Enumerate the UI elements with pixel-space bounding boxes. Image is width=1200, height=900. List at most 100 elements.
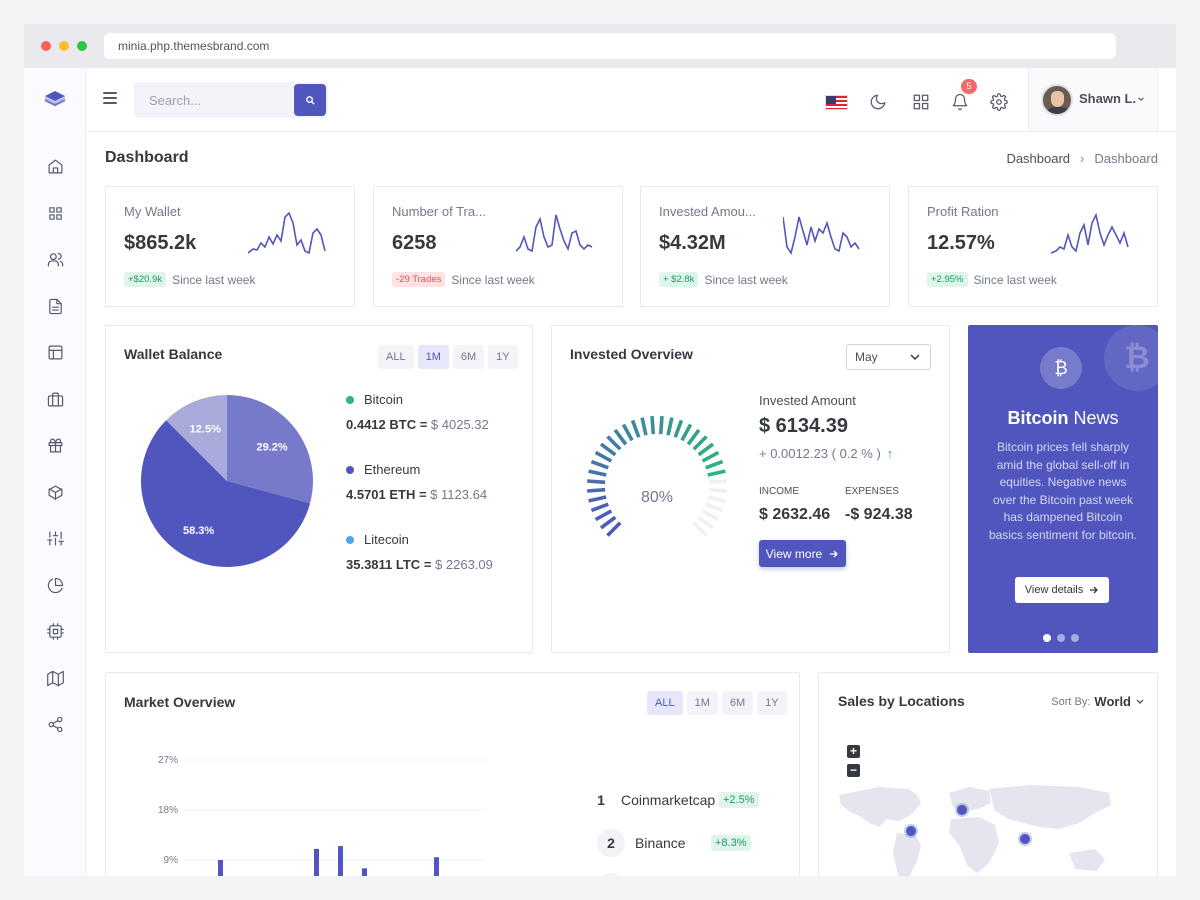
top-header: 5 Shawn L. <box>86 68 1176 132</box>
box-icon[interactable] <box>45 482 65 502</box>
gauge-tick <box>697 442 715 457</box>
chevron-right-icon: › <box>1080 151 1085 166</box>
map-region-north-america[interactable] <box>839 787 921 827</box>
invested-amount-value: $ 6134.39 <box>759 415 848 437</box>
gauge-tick <box>707 469 726 477</box>
bar[interactable] <box>338 846 343 876</box>
sort-label: Sort By: <box>1051 695 1091 708</box>
map-region-oceania[interactable] <box>1069 849 1105 871</box>
coin-name: Litecoin <box>364 532 409 547</box>
gauge-tick <box>588 469 607 477</box>
coin-usd: $ 4025.32 <box>430 417 489 432</box>
apps-grid-icon[interactable] <box>911 92 931 112</box>
ranking-item[interactable]: 1 Coinmarketcap +2.5% <box>587 786 759 814</box>
bar[interactable] <box>434 857 439 876</box>
filter-1m-button[interactable]: 1M <box>686 691 718 715</box>
view-more-button[interactable]: View more <box>759 540 846 567</box>
y-tick-label: 27% <box>158 755 178 766</box>
pie-slice[interactable] <box>227 395 313 504</box>
breadcrumb-item[interactable]: Dashboard <box>1006 151 1071 166</box>
stat-label: Invested Amou... <box>659 204 756 219</box>
briefcase-icon[interactable] <box>45 389 65 409</box>
coin-legend-ethereum: Ethereum 4.5701 ETH = $ 1123.64 <box>346 462 487 502</box>
wallet-filter-group: ALL 1M 6M 1Y <box>378 345 518 369</box>
carousel-dot[interactable] <box>1043 634 1051 642</box>
stat-card-trades: Number of Tra... 6258 -29 Trades Since l… <box>373 186 623 307</box>
y-tick-label: 18% <box>158 805 178 816</box>
close-window-button[interactable] <box>41 41 51 51</box>
filter-6m-button[interactable]: 6M <box>452 345 485 369</box>
grid-icon[interactable] <box>45 203 65 223</box>
coin-amount: 35.3811 LTC <box>346 557 421 572</box>
map-region-south-america[interactable] <box>893 833 921 876</box>
filter-1y-button[interactable]: 1Y <box>757 691 787 715</box>
gauge-tick <box>666 417 674 436</box>
legend-dot <box>346 535 354 544</box>
bar[interactable] <box>314 848 319 876</box>
search-button[interactable] <box>294 84 326 116</box>
invested-change: + 0.0012.23 ( 0.2 % ) ↑ <box>759 446 893 461</box>
share-icon[interactable] <box>45 714 65 734</box>
stat-note: Since last week <box>704 272 788 287</box>
gauge-tick <box>594 509 613 522</box>
bar[interactable] <box>218 860 223 876</box>
view-details-button[interactable]: View details <box>1015 577 1109 603</box>
zoom-out-button[interactable]: − <box>847 764 860 777</box>
month-select[interactable]: May <box>846 344 931 370</box>
gift-icon[interactable] <box>45 435 65 455</box>
gauge-tick <box>587 479 606 485</box>
filter-all-button[interactable]: ALL <box>378 345 414 369</box>
file-text-icon[interactable] <box>45 296 65 316</box>
map-region-africa[interactable] <box>949 817 999 873</box>
map-region-europe[interactable] <box>949 787 991 811</box>
sliders-icon[interactable] <box>45 528 65 548</box>
carousel-dot[interactable] <box>1057 634 1065 642</box>
cpu-icon[interactable] <box>45 621 65 641</box>
gauge-ticks <box>587 416 727 537</box>
gauge-tick <box>701 509 720 522</box>
map-icon[interactable] <box>45 668 65 688</box>
layout-icon[interactable] <box>45 342 65 362</box>
card-title: Market Overview <box>124 694 236 710</box>
filter-1y-button[interactable]: 1Y <box>488 345 518 369</box>
bar[interactable] <box>362 868 367 876</box>
bitcoin-news-card: ₿ ₿ Bitcoin News Bitcoin prices fell sha… <box>968 325 1158 653</box>
ranking-item[interactable]: 2 Binance +8.3% <box>597 829 751 857</box>
map-region-asia[interactable] <box>989 785 1111 829</box>
users-icon[interactable] <box>45 249 65 269</box>
stat-card-invested: Invested Amou... $4.32M + $2.8k Since la… <box>640 186 890 307</box>
gauge-tick <box>708 479 727 485</box>
pie-slice[interactable] <box>141 420 311 567</box>
coin-amount: 4.5701 ETH <box>346 487 416 502</box>
zoom-in-button[interactable]: + <box>847 745 860 758</box>
minimize-window-button[interactable] <box>59 41 69 51</box>
gauge-tick <box>587 487 606 493</box>
breadcrumb: Dashboard › Dashboard <box>1006 151 1158 166</box>
income-label: INCOME <box>759 486 799 497</box>
sort-by-dropdown[interactable]: Sort By: World <box>1051 694 1145 709</box>
menu-icon[interactable] <box>103 92 117 107</box>
home-icon[interactable] <box>45 156 65 176</box>
search-input[interactable] <box>134 82 284 118</box>
wallet-balance-card: Wallet Balance ALL 1M 6M 1Y 29.2% 58.3% 12… <box>105 325 533 653</box>
view-more-label: View more <box>765 546 823 561</box>
maximize-window-button[interactable] <box>77 41 87 51</box>
rank-number: 1 <box>597 792 605 808</box>
world-map[interactable] <box>839 783 1129 876</box>
sort-value: World <box>1094 694 1131 709</box>
gauge-tick <box>621 423 634 442</box>
pie-slice[interactable] <box>166 395 227 481</box>
bell-icon[interactable] <box>950 92 970 112</box>
filter-1m-button[interactable]: 1M <box>417 345 449 369</box>
moon-icon[interactable] <box>868 92 888 112</box>
filter-6m-button[interactable]: 6M <box>721 691 754 715</box>
filter-all-button[interactable]: ALL <box>647 691 683 715</box>
address-bar[interactable]: minia.php.themesbrand.com <box>104 33 1116 59</box>
logo-icon[interactable] <box>44 90 66 115</box>
pie-slice-label: 29.2% <box>256 441 287 453</box>
user-menu[interactable]: Shawn L. <box>1028 68 1158 131</box>
carousel-dot[interactable] <box>1071 634 1079 642</box>
pie-chart-icon[interactable] <box>45 575 65 595</box>
gear-icon[interactable] <box>989 92 1009 112</box>
us-flag-icon[interactable] <box>825 95 848 110</box>
